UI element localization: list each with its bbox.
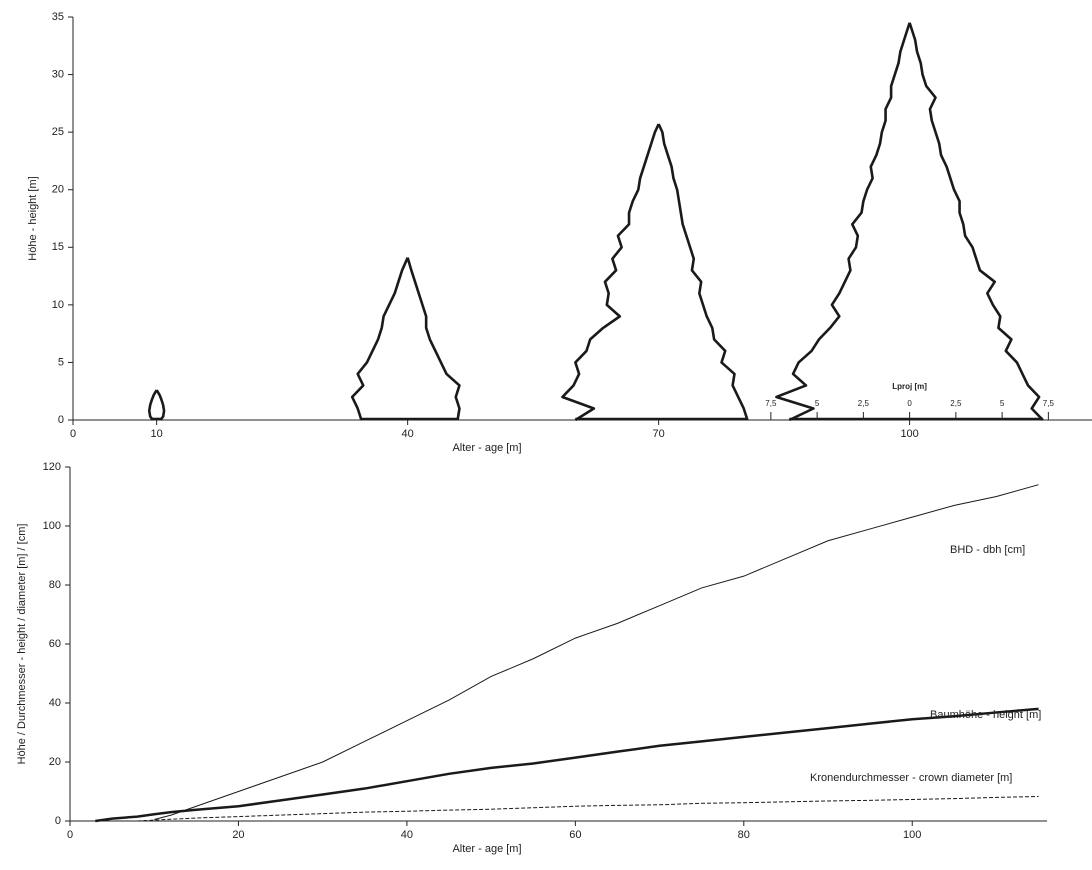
x-tick-label: 0: [70, 428, 76, 440]
inset-tick-label: 2,5: [858, 399, 870, 408]
series-label: Kronendurchmesser - crown diameter [m]: [810, 772, 1012, 784]
x-tick-label: 40: [401, 829, 413, 841]
crown-outline: [908, 22, 1044, 421]
y-tick-label: 0: [55, 815, 61, 827]
inset-tick-label: 7,5: [765, 399, 777, 408]
series-line: [95, 707, 1039, 823]
inset-tick-label: 5: [1000, 399, 1005, 408]
x-tick-label: 0: [67, 829, 73, 841]
x-tick-label: 80: [738, 829, 750, 841]
x-axis-label: Alter - age [m]: [452, 843, 521, 855]
y-tick-label: 100: [43, 520, 61, 532]
y-axis-label: Höhe - height [m]: [27, 176, 39, 260]
y-tick-label: 60: [49, 638, 61, 650]
y-axis-label: Höhe / Durchmesser - height / diameter […: [16, 524, 28, 765]
y-tick-label: 5: [58, 356, 64, 368]
y-tick-label: 20: [49, 756, 61, 768]
y-tick-label: 30: [52, 68, 64, 80]
y-tick-label: 20: [52, 184, 64, 196]
crown-outline: [350, 257, 409, 421]
inset-tick-label: 2,5: [950, 399, 962, 408]
x-tick-label: 100: [903, 829, 921, 841]
y-tick-label: 15: [52, 241, 64, 253]
crown-outline: [406, 257, 461, 421]
inset-tick-label: 7,5: [1043, 399, 1055, 408]
x-tick-label: 20: [232, 829, 244, 841]
inset-tick-label: 5: [815, 399, 820, 408]
series-label: BHD - dbh [cm]: [950, 544, 1025, 556]
crown-outline: [561, 123, 660, 422]
x-tick-label: 60: [569, 829, 581, 841]
inset-tick-label: 0: [907, 399, 912, 408]
series-line: [137, 796, 1039, 822]
y-tick-label: 80: [49, 579, 61, 591]
y-tick-label: 0: [58, 414, 64, 426]
crown-outline: [155, 389, 166, 421]
x-tick-label: 70: [653, 428, 665, 440]
series-line: [154, 484, 1039, 821]
y-tick-label: 10: [52, 299, 64, 311]
x-axis-label: Alter - age [m]: [452, 442, 521, 454]
inset-axis-label: Lproj [m]: [892, 382, 927, 391]
y-tick-label: 40: [49, 697, 61, 709]
x-tick-label: 40: [402, 428, 414, 440]
y-tick-label: 120: [43, 461, 61, 473]
x-tick-label: 100: [900, 428, 918, 440]
y-tick-label: 35: [52, 11, 64, 23]
crown-outline: [657, 123, 749, 421]
x-tick-label: 10: [151, 428, 163, 440]
y-tick-label: 25: [52, 126, 64, 138]
series-label: Baumhöhe - height [m]: [930, 709, 1041, 721]
crown-outline: [775, 22, 911, 422]
crown-outline: [147, 389, 158, 421]
